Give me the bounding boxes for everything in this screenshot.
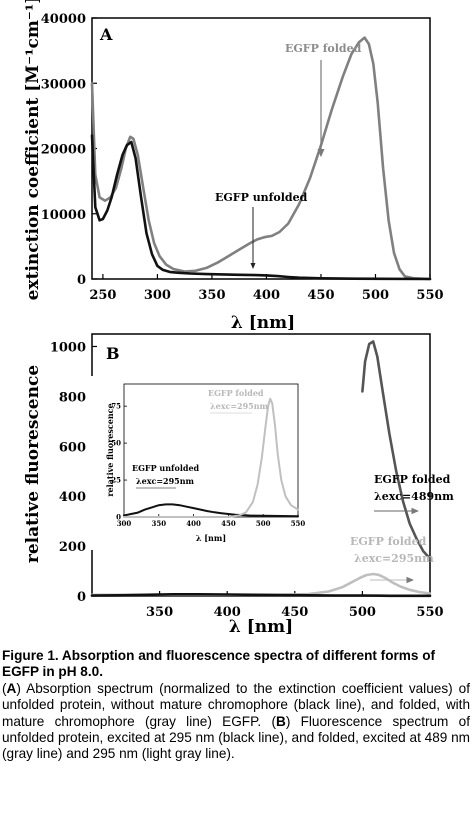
inset-lines — [123, 397, 299, 518]
panel-b-y-tick-label: 600 — [59, 440, 86, 455]
inset-x-tick-label: 550 — [291, 519, 306, 528]
panel-b-label: B — [106, 344, 120, 363]
inset-series-egfp-folded-line — [123, 397, 299, 518]
panel-b-x-tick-label: 450 — [281, 605, 308, 620]
panel-a-y-tick-label: 10000 — [41, 208, 86, 223]
panel-b-annotation-folded-295-line2: λexc=295nm — [354, 552, 434, 565]
panel-a-x-tick-label: 500 — [362, 288, 389, 303]
panel-b-x-axis-label: λ [nm] — [229, 617, 293, 637]
panel-a-x-tick-label: 400 — [253, 288, 280, 303]
panel-b-y-tick-label: 1000 — [50, 340, 86, 355]
panel-a-y-tick-label: 30000 — [41, 77, 86, 92]
panel-b-y-axis-label: relative fluorescence — [23, 365, 43, 563]
panel-a-x-tick-label: 450 — [307, 288, 334, 303]
panel-a-absorption-chart: 250 300 350 400 450 500 550 0 10000 20000 30000 400… — [23, 0, 444, 333]
panel-b-y-tick-label: 800 — [59, 390, 86, 405]
inset-y-axis-label: relative fluorescence — [105, 403, 115, 496]
inset-x-tick-label: 450 — [221, 519, 236, 528]
panel-a-x-tick-label: 550 — [416, 288, 443, 303]
panel-b-series-egfp-unfolded-exc-295nm-line — [90, 592, 432, 598]
panel-a-series-egfp-folded-line — [90, 36, 432, 281]
figure-caption: Figure 1. Absorption and fluorescence sp… — [2, 648, 470, 763]
inset-x-tick-label: 400 — [186, 519, 201, 528]
caption-body-segment: A — [6, 680, 17, 696]
inset-x-tick-label: 500 — [256, 519, 271, 528]
caption-body-segment: ) Absorption spectrum (normalized to the… — [2, 680, 470, 729]
panel-a-annotation-folded: EGFP folded — [285, 42, 362, 55]
caption-body: (A) Absorption spectrum (normalized to t… — [2, 681, 470, 763]
panel-b-y-tick-label: 0 — [77, 590, 86, 605]
inset-ticks: 300 350 400 450 500 550 0 25 50 75 — [111, 402, 305, 528]
inset-y-tick-label: 75 — [111, 402, 121, 411]
panel-b-y-tick-label: 200 — [59, 540, 86, 555]
panel-b-x-tick-label: 550 — [416, 605, 443, 620]
panel-a-y-axis-label: extinction coefficient [M⁻¹cm⁻¹] — [23, 0, 43, 300]
panel-a-x-tick-label: 250 — [89, 288, 116, 303]
panel-b-annotation-folded-489-line2: λexc=489nm — [374, 490, 454, 503]
inset-x-axis-label: λ [nm] — [196, 533, 226, 543]
panel-b-annotation-folded-489-line1: EGFP folded — [374, 473, 451, 486]
panel-a-x-tick-label: 300 — [144, 288, 171, 303]
inset-x-tick-label: 350 — [151, 519, 166, 528]
figure-svg: 250 300 350 400 450 500 5500100002000030000400… — [23, 0, 454, 637]
panel-b-x-tick-label: 350 — [146, 605, 173, 620]
panel-b-y-tick-label: 400 — [59, 490, 86, 505]
inset-x-tick-label: 300 — [117, 519, 132, 528]
caption-body-segment: ( — [2, 680, 7, 696]
inset-series-egfp-unfolded-line — [123, 503, 299, 518]
panel-a-lines — [90, 36, 432, 281]
panel-b-annotation-folded-295-line1: EGFP folded — [350, 535, 427, 548]
panel-a-frame — [91, 17, 431, 280]
panel-b-series-egfp-folded-exc-295nm-line — [90, 572, 432, 597]
caption-body-segment: ) Fluorescence spectrum of unfolded prot… — [2, 713, 470, 762]
panel-a-annotation-unfolded: EGFP unfolded — [215, 191, 308, 204]
panel-a-x-tick-label: 350 — [198, 288, 225, 303]
panel-b-inset-chart: 300 350 400 450 500 550 0 25 50 75 relative fluor… — [88, 376, 314, 550]
caption-body-segment: B — [275, 713, 286, 729]
inset-annotation-folded-line1: EGFP folded — [208, 388, 264, 398]
caption-title: Figure 1. Absorption and fluorescence sp… — [2, 648, 436, 680]
figure: 250 300 350 400 450 500 550 0 10000 20000 30000 400… — [23, 0, 454, 637]
panel-a-y-tick-label: 40000 — [41, 12, 86, 27]
inset-background — [88, 376, 314, 550]
inset-annotation-unfolded-line1: EGFP unfolded — [132, 463, 200, 473]
panel-b-lines — [90, 340, 432, 598]
panel-a-label: A — [99, 25, 113, 44]
panel-a-y-tick-label: 0 — [77, 273, 86, 288]
panel-a-x-axis-label: λ [nm] — [231, 313, 295, 333]
panel-a-y-tick-label: 20000 — [41, 143, 86, 158]
inset-y-tick-label: 0 — [116, 513, 121, 522]
panel-b-x-tick-label: 400 — [214, 605, 241, 620]
inset-y-tick-label: 25 — [111, 476, 121, 485]
panel-a-series-egfp-unfolded-line — [90, 134, 432, 281]
inset-y-tick-label: 50 — [111, 439, 121, 448]
inset-annotation-unfolded-line2: λexc=295nm — [136, 476, 195, 486]
inset-annotation-folded-line2: λexc=295nm — [210, 401, 269, 411]
panel-b-x-tick-label: 500 — [349, 605, 376, 620]
panel-b-series-egfp-folded-exc-489nm-line — [361, 340, 432, 560]
